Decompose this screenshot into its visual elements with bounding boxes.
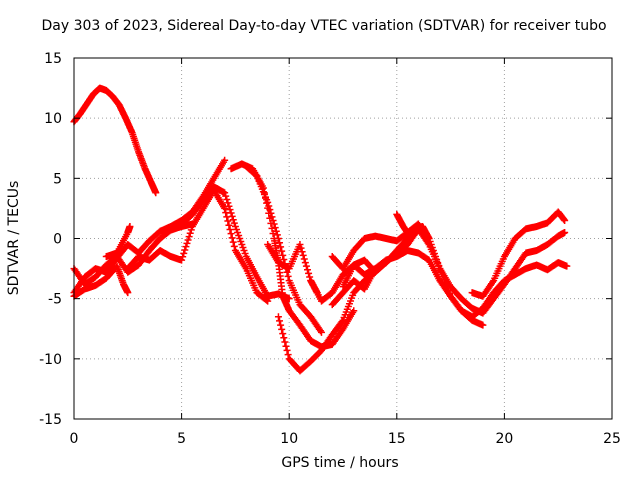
y-tick-label: 15 xyxy=(44,51,62,67)
grid xyxy=(74,58,612,419)
series-arc-1 xyxy=(70,84,160,197)
axis-ticks: 0 5 10 15 20 25 -15 -10 -5 0 5 10 15 xyxy=(39,51,621,447)
x-axis-label: GPS time / hours xyxy=(281,455,399,471)
y-tick-label: 5 xyxy=(53,171,62,187)
series-arc-10 xyxy=(274,268,379,375)
data-point-markers xyxy=(124,186,272,305)
data-series xyxy=(70,84,571,375)
data-point-markers xyxy=(70,220,196,288)
y-tick-label: -5 xyxy=(48,292,62,308)
x-tick-label: 0 xyxy=(70,431,79,447)
data-point-markers xyxy=(393,210,433,242)
y-tick-label: 10 xyxy=(44,111,62,127)
series-arc-7 xyxy=(178,183,293,303)
data-point-markers xyxy=(468,208,569,300)
chart-title: Day 303 of 2023, Sidereal Day-to-day VTE… xyxy=(41,18,607,34)
series-arc-16 xyxy=(393,210,433,242)
x-tick-label: 5 xyxy=(177,431,186,447)
data-point-markers xyxy=(102,222,134,261)
x-tick-label: 20 xyxy=(495,431,513,447)
x-tick-label: 25 xyxy=(603,431,621,447)
series-arc-9 xyxy=(242,162,325,336)
series-arc-6 xyxy=(124,186,272,305)
series-arc-17 xyxy=(468,208,569,300)
data-point-markers xyxy=(242,162,325,336)
x-tick-label: 10 xyxy=(280,431,298,447)
y-tick-label: 0 xyxy=(53,232,62,248)
series-arc-3 xyxy=(70,220,196,288)
y-tick-label: -10 xyxy=(39,352,62,368)
series-arc-5 xyxy=(102,222,134,261)
data-point-markers xyxy=(178,183,293,303)
y-axis-label: SDTVAR / TECUs xyxy=(6,180,22,296)
x-tick-label: 15 xyxy=(388,431,406,447)
y-tick-label: -15 xyxy=(39,412,62,428)
data-point-markers xyxy=(70,84,160,197)
data-point-markers xyxy=(274,268,379,375)
